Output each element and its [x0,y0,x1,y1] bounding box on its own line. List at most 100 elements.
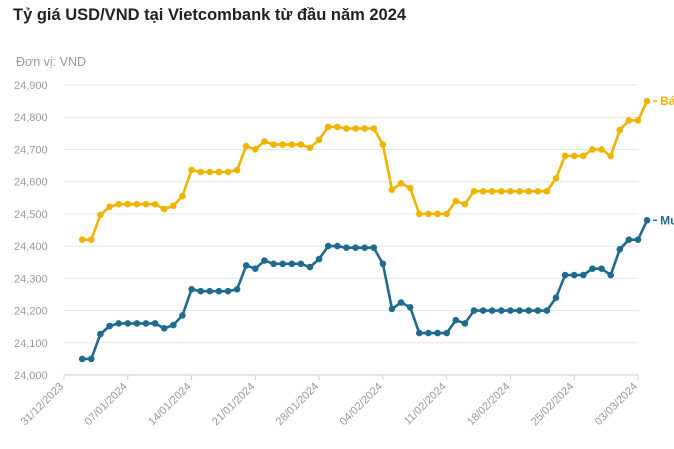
data-point [252,146,259,153]
data-point [507,307,514,314]
series-line-ban [82,100,649,241]
data-point [516,188,523,195]
data-point [242,262,250,269]
data-point [598,265,605,273]
data-point [361,244,369,251]
data-point [488,307,496,314]
data-point [315,255,323,263]
data-point [552,294,560,302]
data-point [498,188,505,195]
data-point [397,299,405,306]
data-point [580,271,587,279]
data-point [498,307,505,314]
data-point [525,188,532,195]
data-point [242,142,250,150]
data-point [461,200,469,208]
data-point [142,200,150,208]
data-point [215,168,223,176]
x-tick-label: 03/03/2024 [593,381,640,428]
data-point [425,210,432,218]
series-line-mua [82,219,649,361]
data-point [233,286,241,293]
y-tick-label: 24,500 [14,209,48,221]
data-point [607,152,614,160]
data-point [261,138,268,145]
data-point [324,242,332,250]
data-point [534,307,542,314]
data-point [297,260,305,268]
x-tick-label: 31/12/2023 [19,381,66,428]
data-point [170,202,177,210]
data-point [197,168,204,176]
x-tick-label: 28/01/2024 [274,381,321,428]
data-point [343,244,350,251]
y-tick-label: 24,200 [14,306,48,318]
data-point [625,236,633,243]
data-point [252,265,259,273]
data-point [379,141,387,148]
data-point [224,287,232,295]
data-point [598,146,605,153]
data-point [552,175,560,182]
y-tick-label: 24,000 [14,370,48,382]
data-point [479,188,487,195]
series-label: Mua [660,213,674,227]
data-point [334,123,341,131]
data-point [507,188,514,195]
data-point [215,287,223,295]
data-point [97,330,104,338]
data-point [88,355,95,363]
data-point [406,304,414,311]
data-point [543,188,551,195]
data-point [324,123,332,131]
y-tick-label: 24,100 [14,338,48,350]
data-point [634,117,642,124]
data-point [580,152,587,160]
data-point [306,144,314,152]
y-tick-label: 24,900 [14,80,48,92]
data-point [179,192,186,200]
data-point [206,168,214,176]
data-point [379,260,387,268]
data-point [625,117,633,124]
data-point [151,200,159,208]
data-point [443,210,451,218]
data-point [570,152,578,160]
data-point [352,125,359,132]
data-point [288,141,296,148]
data-point [334,242,341,250]
data-point [315,136,323,144]
y-tick-label: 24,400 [14,241,48,253]
data-point [416,329,423,337]
data-point [425,329,432,337]
data-point [616,126,624,134]
data-point [115,320,122,327]
x-tick-label: 25/02/2024 [529,381,576,428]
y-tick-label: 24,800 [14,112,48,124]
data-point [124,320,132,327]
x-tick-label: 07/01/2024 [82,381,129,428]
data-point [525,307,532,314]
data-point [589,265,596,273]
data-point [589,146,596,153]
data-point [470,307,478,314]
data-point [479,307,487,314]
data-point [434,329,441,337]
data-point [352,244,359,251]
data-point [88,236,95,243]
data-point [133,200,141,208]
x-tick-label: 04/02/2024 [338,381,385,428]
data-point [115,200,122,208]
data-point [170,321,177,329]
data-point [452,316,460,324]
y-tick-label: 24,300 [14,273,48,285]
data-point [124,200,132,208]
data-point [270,141,277,148]
data-point [370,244,378,251]
data-point [288,260,296,268]
series-label: Bán [660,94,674,108]
data-point [434,210,441,218]
data-point [151,320,159,327]
data-point [607,271,614,279]
